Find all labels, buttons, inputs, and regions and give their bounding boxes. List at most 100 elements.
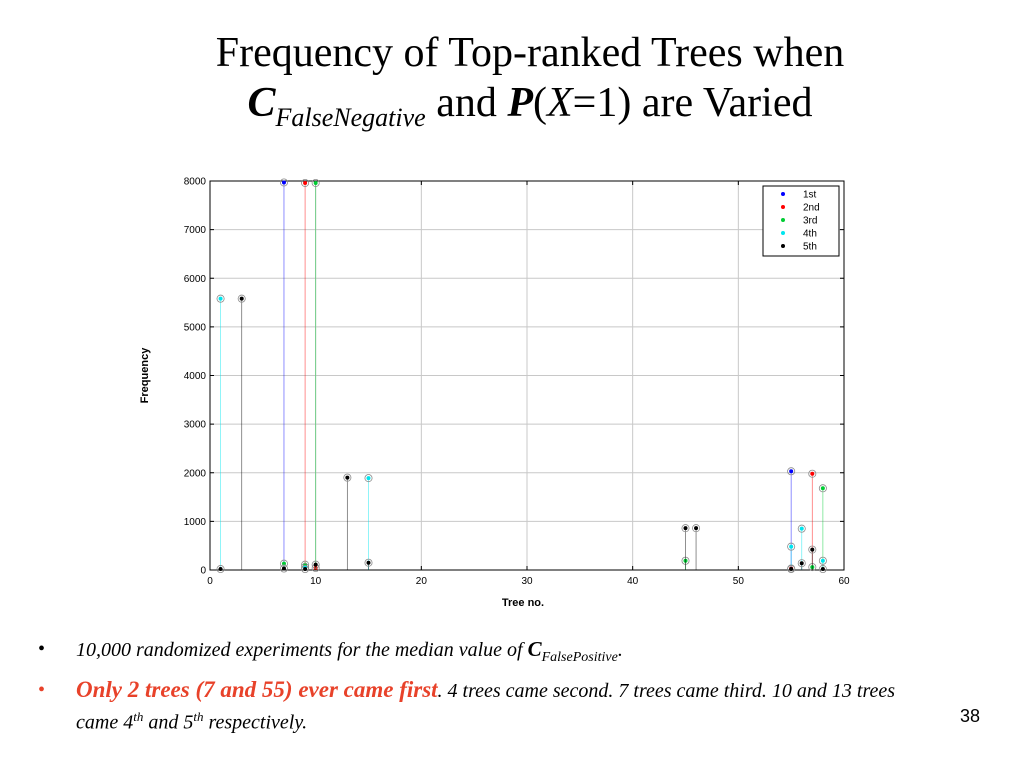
stem-marker-ring: [818, 484, 827, 493]
stem-marker-ring: [216, 294, 225, 303]
x-tick-label: 20: [416, 576, 428, 587]
stem-marker-ring: [818, 565, 827, 574]
title-c-letter: C: [247, 80, 276, 126]
legend-marker: [781, 218, 785, 222]
bullet-item-1: • 10,000 randomized experiments for the …: [38, 636, 918, 671]
y-axis-label: Frequency: [139, 347, 151, 404]
y-tick-label: 0: [200, 566, 206, 577]
stem-marker: [810, 547, 815, 552]
bullet-item-2: • Only 2 trees (7 and 55) ever came firs…: [38, 677, 918, 736]
stem-marker: [820, 486, 825, 491]
legend-box: [762, 185, 840, 257]
stem-marker-ring: [343, 473, 352, 482]
legend-label: 1st: [803, 190, 817, 201]
bullet-list: • 10,000 randomized experiments for the …: [38, 636, 918, 742]
stem-marker: [810, 471, 815, 476]
stem-marker-ring: [237, 294, 246, 303]
x-tick-label: 10: [310, 576, 322, 587]
legend-marker: [781, 231, 785, 235]
bullet-2-text-2: and 5: [143, 711, 194, 734]
y-tick-label: 4000: [184, 371, 207, 382]
stem-marker-ring: [364, 474, 373, 483]
stem-marker: [303, 567, 308, 572]
bullet-2-text-1: 4 trees came second. 7 trees came third.…: [76, 680, 896, 734]
bullet-2-text-3: respectively.: [203, 711, 308, 734]
stem-marker-ring: [787, 467, 796, 476]
bullet-2-period: .: [437, 680, 443, 702]
stem-marker-ring: [787, 542, 796, 551]
title-and: and: [436, 80, 497, 126]
stem-marker: [789, 567, 794, 572]
stem-marker: [281, 180, 286, 185]
x-tick-label: 30: [521, 576, 533, 587]
legend-label: 3rd: [803, 216, 817, 227]
title-line-1: Frequency of Top-ranked Trees when: [215, 30, 845, 76]
y-tick-label: 2000: [184, 468, 207, 479]
legend-marker: [781, 205, 785, 209]
x-tick-label: 40: [627, 576, 639, 587]
stem-marker: [683, 526, 688, 531]
stem-marker-ring: [279, 564, 288, 573]
title-x-letter: X: [547, 80, 573, 126]
bullet-marker: •: [38, 679, 46, 701]
legend-label: 2nd: [803, 203, 820, 214]
stem-marker-ring: [797, 559, 806, 568]
y-tick-label: 7000: [184, 225, 207, 236]
legend-marker: [781, 192, 785, 196]
stem-marker: [789, 544, 794, 549]
slide-title: Frequency of Top-ranked Trees when CFals…: [100, 28, 960, 143]
bullet-1-period: .: [617, 639, 623, 661]
stem-marker-ring: [279, 178, 288, 187]
stem-marker: [799, 561, 804, 566]
legend-label: 4th: [803, 229, 817, 240]
bullet-2-sup-1: th: [133, 709, 144, 724]
stem-marker-ring: [311, 178, 320, 187]
title-paren: (: [533, 80, 548, 126]
title-rest: =1) are Varied: [572, 80, 813, 126]
stem-marker: [366, 476, 371, 481]
stem-marker-ring: [808, 545, 817, 554]
bullet-1-text: 10,000 randomized experiments for the me…: [76, 639, 528, 661]
stem-marker-ring: [216, 565, 225, 574]
bullet-1-c-letter: C: [527, 637, 542, 661]
y-tick-label: 3000: [184, 420, 207, 431]
bullet-marker: •: [38, 638, 46, 660]
stem-marker-ring: [787, 565, 796, 574]
stem-marker-ring: [818, 556, 827, 565]
stem-marker: [303, 180, 308, 185]
bullet-2-highlight: Only 2 trees (7 and 55) ever came first: [76, 677, 438, 702]
stem-marker: [820, 558, 825, 563]
stem-marker: [218, 567, 223, 572]
x-tick-label: 50: [733, 576, 745, 587]
stem-marker: [799, 526, 804, 531]
stem-marker-ring: [681, 524, 690, 533]
x-axis-label: Tree no.: [502, 597, 544, 609]
stem-marker-ring: [364, 558, 373, 567]
stem-marker: [313, 562, 318, 567]
stem-marker: [345, 475, 350, 480]
y-tick-label: 5000: [184, 322, 207, 333]
stem-marker: [281, 566, 286, 571]
stem-marker: [366, 560, 371, 565]
title-p-letter: P: [507, 80, 534, 126]
legend-marker: [781, 244, 785, 248]
stem-marker: [789, 469, 794, 474]
legend-label: 5th: [803, 242, 817, 253]
stem-marker-ring: [301, 178, 310, 187]
stem-marker: [820, 567, 825, 572]
stem-marker-ring: [301, 565, 310, 574]
stem-marker-ring: [797, 524, 806, 533]
bullet-1-c-subscript: FalsePositive: [541, 650, 618, 665]
slide-number: 38: [959, 706, 980, 726]
stem-marker-ring: [808, 469, 817, 478]
y-tick-label: 6000: [184, 274, 207, 285]
stem-marker: [239, 296, 244, 301]
stem-marker: [694, 526, 699, 531]
stem-marker: [218, 296, 223, 301]
y-tick-label: 1000: [184, 517, 207, 528]
title-c-subscript: FalseNegative: [275, 103, 426, 132]
bullet-2-sup-2: th: [193, 709, 204, 724]
y-tick-label: 8000: [184, 177, 207, 188]
title-line-2: CFalseNegative and P(X=1) are Varied: [100, 78, 960, 143]
